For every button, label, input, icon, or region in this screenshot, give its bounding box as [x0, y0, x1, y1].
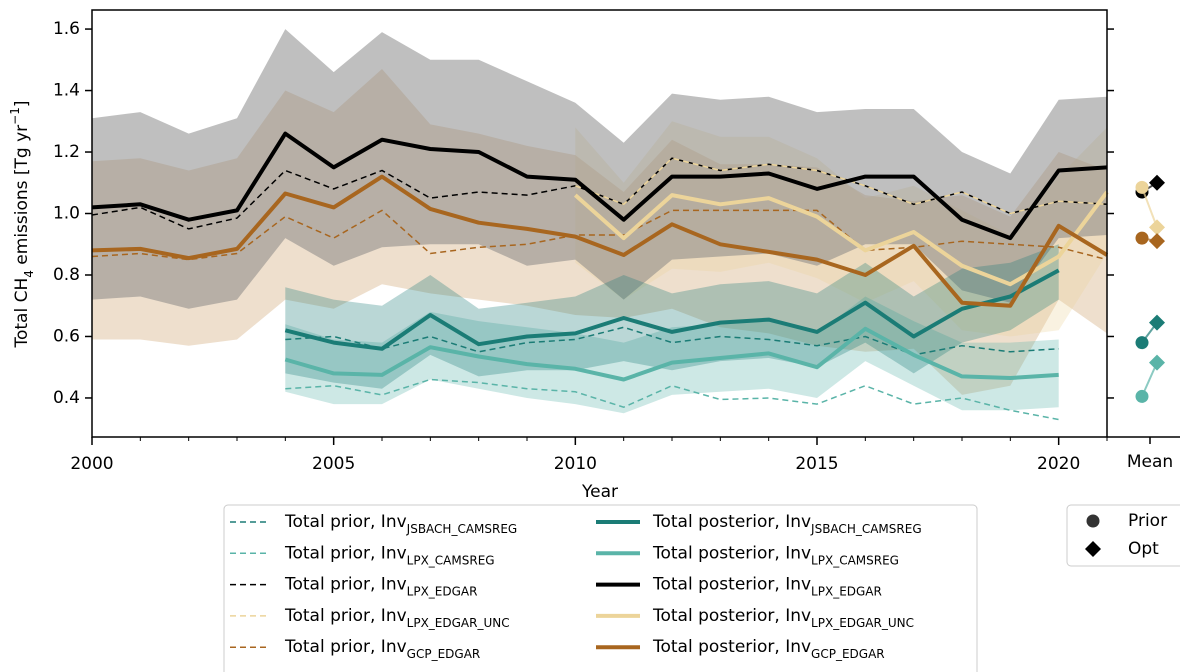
- y-tick-label: 1.0: [53, 204, 80, 224]
- x-axis-label: Year: [581, 482, 618, 502]
- legend-label: Total posterior, InvJSBACH_CAMSREG: [652, 512, 922, 536]
- legend-text: Total prior, Inv: [284, 575, 407, 595]
- posterior-line: [573, 190, 1109, 287]
- mean-opt: [1149, 219, 1165, 236]
- mean-prior: [1135, 231, 1149, 245]
- legend-sub: LPX_EDGAR: [407, 584, 478, 598]
- legend-label: Total prior, InvLPX_CAMSREG: [284, 543, 495, 567]
- mean-prior: [1135, 180, 1149, 194]
- x-tick-label: 2020: [1037, 454, 1080, 474]
- y-label-part: emissions [Tg yr: [12, 125, 32, 270]
- mean-opt: [1149, 354, 1165, 371]
- prior-line: [285, 326, 1059, 356]
- legend-sub: LPX_CAMSREG: [407, 553, 495, 567]
- legend-sub: LPX_EDGAR: [811, 584, 882, 598]
- legend-sub: LPX_EDGAR_UNC: [407, 615, 510, 629]
- legend-label: Opt: [1128, 539, 1159, 559]
- y-label-part: ]: [12, 100, 32, 107]
- x-tick-label: 2015: [795, 454, 838, 474]
- legend-label: Total posterior, InvLPX_CAMSREG: [652, 543, 899, 567]
- legend-label: Total prior, InvLPX_EDGAR_UNC: [284, 606, 510, 630]
- plot-frame: [91, 9, 1108, 438]
- mean-prior: [1135, 389, 1149, 403]
- legend-prior-marker: [1086, 514, 1100, 528]
- legend-label: Total posterior, InvGCP_EDGAR: [652, 637, 885, 661]
- y-tick-label: 1.4: [53, 81, 80, 101]
- legend-text: Total posterior, Inv: [652, 637, 811, 657]
- y-tick-label: 1.2: [53, 142, 80, 162]
- legend-text: Total prior, Inv: [284, 637, 407, 657]
- prior-line: [91, 209, 1108, 261]
- mean-panel: Prior Opt: [1085, 174, 1167, 559]
- uncertainty-band: [285, 296, 1059, 414]
- lines: [91, 131, 1109, 421]
- y-tick-label: 0.8: [53, 265, 80, 285]
- legend-text: Total prior, Inv: [284, 606, 407, 626]
- legend-label: Total prior, InvLPX_EDGAR: [284, 575, 477, 599]
- legend-box: [223, 504, 978, 672]
- legend-sub: JSBACH_CAMSREG: [810, 522, 922, 536]
- legend-sub: JSBACH_CAMSREG: [406, 522, 518, 536]
- mean-opt: [1149, 233, 1165, 250]
- prior-line: [575, 157, 1108, 215]
- x-tick-label: 2000: [70, 454, 113, 474]
- y-label-sup: −1: [8, 107, 22, 125]
- bands: [92, 29, 1107, 414]
- legend-label: Total posterior, InvLPX_EDGAR_UNC: [652, 606, 914, 630]
- y-axis-label: Total CH4 emissions [Tg yr−1]: [8, 100, 36, 348]
- posterior-line: [91, 174, 1109, 308]
- prior-line: [285, 378, 1059, 421]
- uncertainty-band: [92, 29, 1107, 309]
- mean-label: Mean: [1127, 452, 1173, 472]
- mean-opt: [1149, 314, 1165, 331]
- posterior-line: [284, 326, 1059, 382]
- posterior-line: [91, 131, 1108, 241]
- x-tick-label: 2010: [554, 454, 597, 474]
- legend-label: Total prior, InvGCP_EDGAR: [284, 637, 480, 661]
- legend-label: Total posterior, InvLPX_EDGAR: [652, 575, 882, 599]
- x-tick-label: 2005: [312, 454, 355, 474]
- y-tick-label: 0.6: [53, 326, 80, 346]
- y-tick-label: 1.6: [53, 19, 80, 39]
- legend-text: Total prior, Inv: [284, 512, 407, 532]
- mean-prior: [1135, 336, 1149, 350]
- legend-text: Total posterior, Inv: [652, 606, 811, 626]
- legend-text: Total posterior, Inv: [652, 575, 811, 595]
- legend-sub: LPX_EDGAR_UNC: [811, 615, 914, 629]
- y-tick-label: 0.4: [53, 388, 80, 408]
- mean-opt: [1149, 174, 1165, 191]
- legend-text: Total posterior, Inv: [652, 512, 811, 532]
- legend-label: Prior: [1128, 511, 1167, 531]
- legend: Total prior, InvJSBACH_CAMSREG Total post…: [230, 512, 922, 661]
- legend-text: Total prior, Inv: [284, 543, 407, 563]
- legend-opt-marker: [1085, 541, 1101, 557]
- y-label-part: Total CH: [12, 278, 32, 349]
- uncertainty-band: [285, 244, 1059, 389]
- legend-sub: GCP_EDGAR: [407, 647, 481, 661]
- y-label-sub: 4: [22, 270, 36, 278]
- legend-text: Total posterior, Inv: [652, 543, 811, 563]
- posterior-line: [284, 268, 1060, 351]
- legend-sub: LPX_CAMSREG: [811, 553, 899, 567]
- legend-label: Total prior, InvJSBACH_CAMSREG: [284, 512, 517, 536]
- legend-sub: GCP_EDGAR: [811, 647, 885, 661]
- mean-connector: [1141, 187, 1158, 228]
